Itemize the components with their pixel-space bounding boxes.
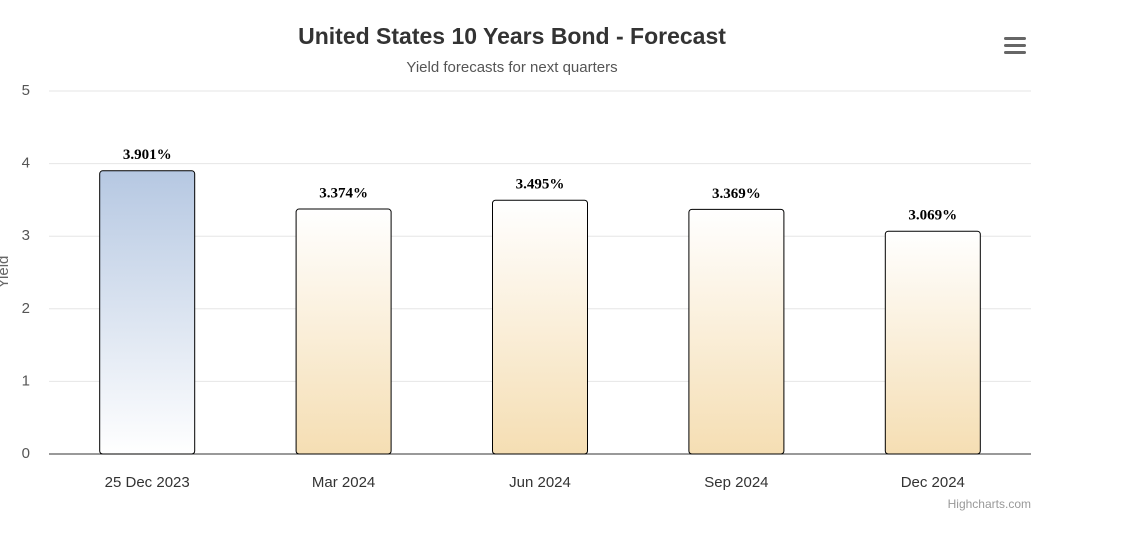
value-label: 3.069% bbox=[908, 208, 957, 224]
bar bbox=[688, 208, 785, 455]
y-tick-label: 2 bbox=[22, 300, 30, 317]
credit[interactable]: Highcharts.com bbox=[948, 497, 1031, 511]
x-tick-label: Dec 2024 bbox=[901, 474, 965, 491]
menu-bar bbox=[1004, 44, 1026, 47]
value-label: 3.369% bbox=[712, 186, 761, 202]
y-axis-title: Yield bbox=[0, 256, 12, 289]
bar bbox=[99, 170, 196, 455]
x-tick-label: Jun 2024 bbox=[509, 474, 571, 491]
value-label: 3.495% bbox=[516, 177, 565, 193]
bar bbox=[884, 230, 981, 455]
menu-button[interactable] bbox=[1004, 37, 1026, 54]
chart-subtitle: Yield forecasts for next quarters bbox=[406, 59, 617, 76]
menu-bar bbox=[1004, 37, 1026, 40]
value-label: 3.374% bbox=[319, 185, 368, 201]
x-tick-label: 25 Dec 2023 bbox=[105, 474, 190, 491]
y-tick-label: 1 bbox=[22, 372, 30, 389]
chart-title: United States 10 Years Bond - Forecast bbox=[298, 23, 726, 49]
y-tick-label: 4 bbox=[22, 155, 30, 172]
x-tick-label: Sep 2024 bbox=[704, 474, 768, 491]
y-tick-label: 5 bbox=[22, 82, 30, 99]
bar bbox=[492, 199, 588, 455]
x-tick-label: Mar 2024 bbox=[312, 474, 375, 491]
y-tick-label: 3 bbox=[22, 227, 30, 244]
y-tick-label: 0 bbox=[22, 445, 30, 462]
bar bbox=[295, 208, 392, 455]
menu-bar bbox=[1004, 51, 1026, 54]
value-label: 3.901% bbox=[123, 147, 172, 163]
